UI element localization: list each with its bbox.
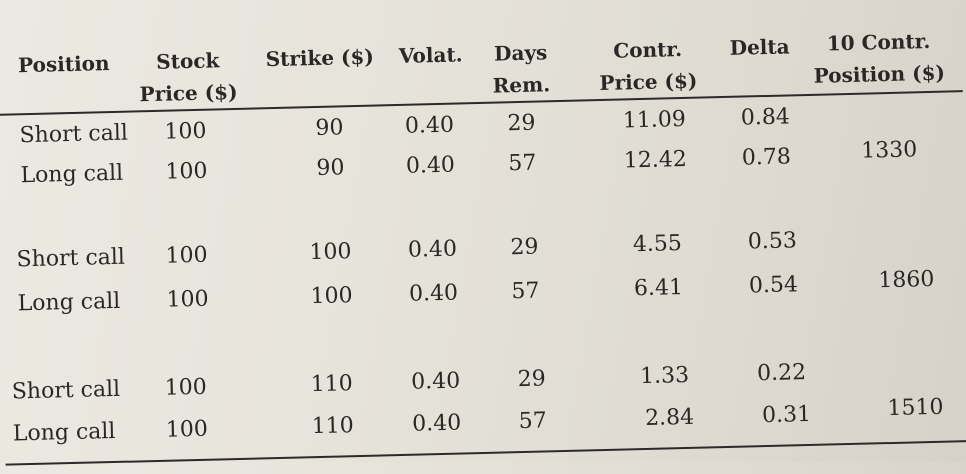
days-rem-cell: 29 [510,234,539,261]
contr-price-cell: 1.33 [639,362,690,390]
volat-cell: 0.40 [408,280,459,307]
position-cell: Long call [17,288,121,317]
table-row: Short call 100 110 0.40 29 1.33 0.22 [0,0,960,404]
volat-cell: 0.40 [407,236,458,263]
stock-price-cell: 100 [165,416,209,443]
ten-contr-position-cell [843,101,933,103]
ten-contr-position-cell [863,356,953,358]
header-days-rem: Days Rem. [492,40,551,98]
position-cell: Short call [11,376,121,405]
days-rem-cell: 57 [508,150,537,177]
strike-cell: 110 [310,371,354,398]
position-cell: Long call [12,418,116,447]
volat-cell: 0.40 [404,112,455,139]
ten-contr-position-cell [852,225,942,227]
stock-price-cell: 100 [164,374,208,401]
volat-cell: 0.40 [405,152,456,179]
contr-price-cell: 12.42 [623,146,688,174]
header-delta: Delta [729,34,790,60]
delta-cell: 0.54 [748,272,799,299]
delta-cell: 0.22 [756,360,807,387]
ten-contr-position-cell: 1510 [887,394,944,422]
position-cell: Short call [19,120,129,149]
strike-cell: 90 [315,115,344,141]
header-stock-price: Stock Price ($) [139,48,238,107]
days-rem-cell: 57 [511,278,540,305]
ten-contr-position-cell: 1330 [860,137,918,164]
volat-cell: 0.40 [410,368,461,395]
position-cell: Short call [16,244,126,273]
strike-cell: 100 [309,239,352,266]
table-row: Long call 100 90 0.40 57 12.42 0.78 1330 [0,0,960,188]
header-position: Position [17,51,110,78]
table-row: Long call 100 110 0.40 57 2.84 0.31 1510 [0,0,960,447]
contr-price-cell: 11.09 [622,106,687,134]
strike-cell: 90 [316,155,345,181]
contr-price-cell: 2.84 [644,404,695,432]
stock-price-cell: 100 [164,118,207,145]
volat-cell: 0.40 [411,410,462,437]
contr-price-cell: 6.41 [633,275,684,302]
table-row: Short call 100 90 0.40 29 11.09 0.84 [0,0,960,148]
delta-cell: 0.31 [761,401,812,429]
table-row: Short call 100 100 0.40 29 4.55 0.53 [0,0,960,272]
stock-price-cell: 100 [165,242,208,269]
delta-cell: 0.53 [747,228,798,255]
header-contr-price: Contr. Price ($) [599,37,698,96]
strike-cell: 110 [311,413,355,440]
days-rem-cell: 29 [507,110,536,137]
stock-price-cell: 100 [166,286,209,313]
ten-contr-position-cell: 1860 [878,266,935,294]
position-cell: Long call [20,160,124,189]
days-rem-cell: 29 [517,366,546,393]
delta-cell: 0.84 [740,104,791,131]
header-strike: Strike ($) [265,44,375,72]
table-row: Long call 100 100 0.40 57 6.41 0.54 1860 [0,0,960,316]
stock-price-cell: 100 [165,158,208,185]
header-volat: Volat. [398,42,463,68]
strike-cell: 100 [310,283,353,310]
contr-price-cell: 4.55 [632,231,683,258]
days-rem-cell: 57 [518,408,547,435]
header-ten-contr-position: 10 Contr. Position ($) [813,28,946,88]
delta-cell: 0.78 [741,144,792,171]
